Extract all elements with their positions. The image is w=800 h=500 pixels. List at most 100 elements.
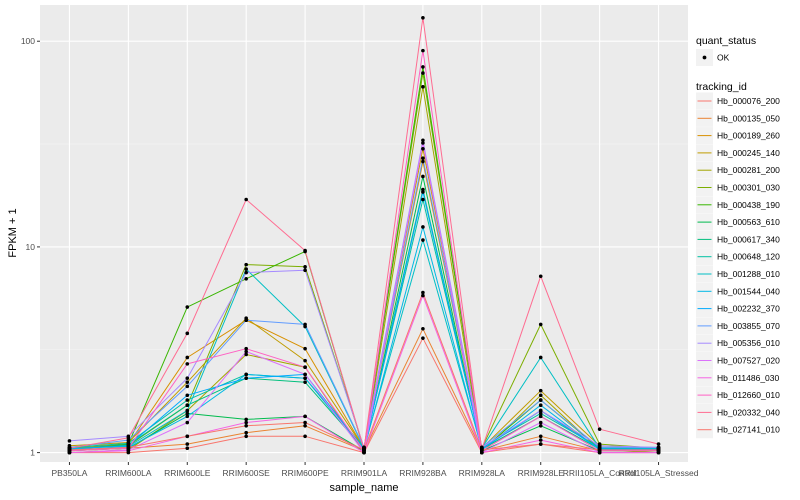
data-point — [656, 442, 661, 446]
data-point — [538, 393, 543, 398]
data-point — [538, 411, 543, 416]
data-point — [303, 372, 307, 377]
data-point — [67, 439, 72, 443]
data-point — [244, 349, 248, 354]
data-point — [597, 443, 602, 448]
x-axis-title: sample_name — [329, 482, 398, 494]
data-point — [244, 434, 248, 439]
data-point — [185, 420, 190, 425]
data-point — [538, 423, 543, 428]
data-point — [244, 276, 248, 281]
y-tick-label: 10 — [26, 242, 36, 252]
y-axis-title: FPKM + 1 — [7, 208, 19, 257]
data-point — [244, 430, 248, 435]
data-point — [421, 174, 425, 179]
legend-label: Hb_011486_030 — [717, 373, 780, 383]
data-point — [538, 274, 543, 279]
x-tick-label: RRIM600LE — [164, 468, 211, 478]
x-tick-label: RRIM928LA — [459, 468, 506, 478]
data-point — [303, 346, 307, 351]
data-point — [185, 331, 190, 336]
data-point — [303, 365, 307, 370]
data-point — [303, 414, 307, 419]
legend-label: Hb_001288_010 — [717, 269, 780, 279]
data-point — [421, 190, 425, 194]
data-point — [421, 71, 425, 75]
data-point — [538, 414, 543, 419]
data-point — [597, 427, 602, 431]
data-point — [538, 398, 543, 402]
data-point — [244, 352, 248, 357]
data-point — [303, 358, 307, 363]
data-point — [185, 376, 190, 380]
data-point — [303, 268, 307, 273]
x-tick-label: RRIM600LA — [105, 468, 152, 478]
x-tick-label: RRII105LA_Stressed — [619, 468, 699, 478]
data-point — [303, 376, 307, 380]
data-point — [421, 85, 425, 89]
data-point — [303, 322, 307, 327]
data-point — [185, 414, 190, 419]
data-point — [303, 265, 307, 269]
data-point — [597, 448, 602, 452]
data-point — [538, 403, 543, 407]
data-point — [244, 197, 248, 202]
legend-label: Hb_000438_190 — [717, 200, 780, 210]
data-point — [421, 159, 425, 164]
data-point — [185, 380, 190, 384]
data-point — [421, 156, 425, 160]
data-point — [421, 65, 425, 69]
data-point — [303, 248, 307, 253]
data-point — [67, 448, 72, 452]
data-point — [421, 141, 425, 145]
legend-label: Hb_000301_030 — [717, 183, 780, 193]
data-point — [480, 448, 484, 452]
data-point — [185, 305, 190, 309]
y-tick-label: 1 — [30, 448, 35, 458]
data-point — [185, 408, 190, 413]
legend-label: Hb_027141_010 — [717, 425, 780, 435]
y-tick-label: 100 — [21, 36, 35, 46]
data-point — [303, 380, 307, 384]
x-tick-label: RRIM928BA — [399, 468, 447, 478]
y-axis-ticks: 1 10 100 — [21, 36, 40, 458]
x-tick-label: PB350LA — [51, 468, 87, 478]
data-point — [538, 438, 543, 442]
data-point — [126, 449, 131, 453]
data-point — [538, 322, 543, 327]
x-tick-label: RRIM901LA — [341, 468, 388, 478]
data-point — [244, 318, 248, 323]
x-tick-label: RRIM928LE — [518, 468, 565, 478]
legend-label: Hb_003855_070 — [717, 321, 780, 331]
data-point — [538, 355, 543, 360]
data-point — [185, 398, 190, 402]
legend-label: Hb_000617_340 — [717, 234, 780, 244]
legend-label: Hb_007527_020 — [717, 356, 780, 366]
data-point — [656, 445, 661, 450]
data-point — [244, 270, 248, 275]
legend-label: Hb_002232_370 — [717, 304, 780, 314]
data-point — [421, 336, 425, 340]
legend-label: Hb_000135_050 — [717, 113, 780, 123]
data-point — [244, 262, 248, 267]
data-point — [185, 442, 190, 446]
legend-color-title: tracking_id — [696, 81, 747, 93]
data-point — [185, 434, 190, 439]
data-point — [185, 446, 190, 451]
data-point — [538, 420, 543, 425]
data-point — [244, 420, 248, 425]
data-point — [185, 355, 190, 360]
data-point — [185, 403, 190, 407]
legend-shape: OK — [696, 49, 730, 66]
data-point — [362, 448, 366, 452]
data-point — [421, 290, 425, 295]
data-point — [244, 423, 248, 428]
data-point — [185, 411, 190, 416]
series-points — [67, 15, 661, 455]
data-point — [126, 445, 131, 450]
data-point — [421, 326, 425, 331]
legend-label: Hb_000563_610 — [717, 217, 780, 227]
data-point — [244, 346, 248, 351]
data-point — [421, 48, 425, 53]
